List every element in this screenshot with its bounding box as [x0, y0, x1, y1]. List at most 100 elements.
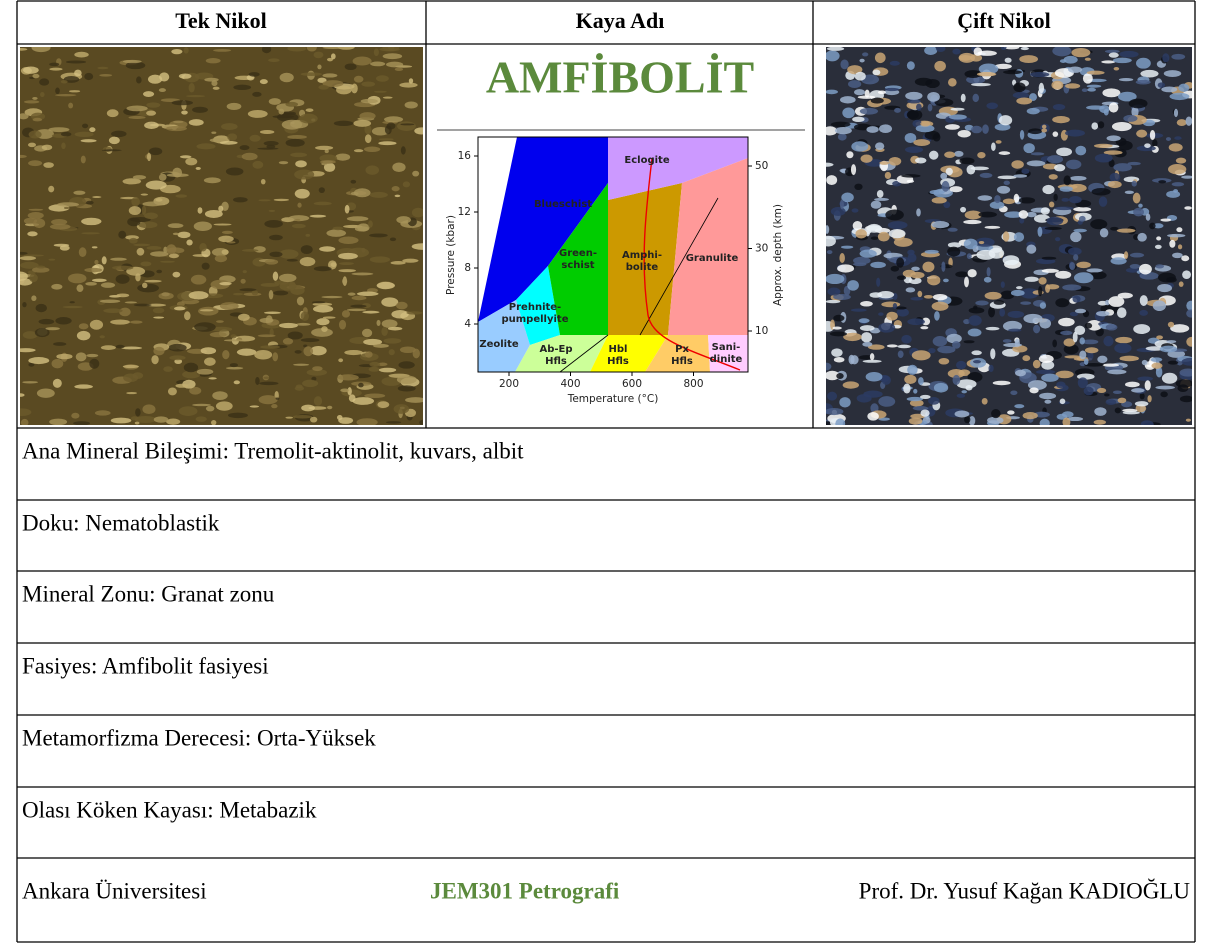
grain [1015, 369, 1026, 377]
grain [222, 349, 230, 360]
grain [182, 370, 201, 379]
grain [411, 243, 423, 250]
grain [122, 364, 139, 369]
grain [184, 311, 191, 321]
grain [1082, 73, 1093, 84]
grain [396, 216, 411, 224]
grain [35, 303, 47, 313]
grain [20, 408, 32, 416]
grain [1175, 157, 1187, 164]
grain [67, 273, 87, 284]
grain [1179, 368, 1192, 377]
grain [975, 300, 989, 306]
grain [1078, 215, 1086, 222]
grain [249, 405, 260, 408]
grain [1163, 70, 1182, 77]
grain [1055, 370, 1074, 379]
grain [947, 242, 962, 248]
grain [279, 72, 294, 83]
grain [1069, 175, 1087, 181]
grain [826, 235, 836, 247]
grain [833, 293, 851, 301]
grain [128, 115, 146, 120]
region-hbl [590, 335, 668, 372]
grain [1065, 159, 1082, 170]
grain [99, 299, 121, 303]
grain [122, 59, 142, 64]
grain [28, 142, 36, 148]
grain [273, 198, 290, 202]
grain [993, 300, 1005, 305]
grain [1102, 88, 1121, 98]
grain [268, 209, 276, 212]
grain [877, 290, 895, 299]
column-header: Tek Nikol [175, 8, 267, 33]
grain [76, 330, 91, 341]
grain [49, 223, 71, 230]
grain [1023, 143, 1035, 154]
grain [31, 47, 51, 53]
row-text: Olası Köken Kayası: Metabazik [22, 797, 317, 822]
grain [952, 341, 961, 349]
region-amphibolite [608, 183, 682, 335]
grain [82, 123, 89, 129]
grain [1184, 206, 1192, 210]
grain [20, 393, 25, 397]
grain [48, 127, 70, 133]
grain [378, 367, 397, 373]
grain [1008, 328, 1022, 332]
grain [826, 50, 840, 62]
grain [994, 63, 1012, 69]
grain [875, 142, 885, 151]
grain [263, 141, 279, 146]
grain [848, 354, 855, 365]
grain [1073, 272, 1094, 284]
grain [829, 331, 848, 337]
grain [338, 252, 358, 260]
grain [399, 82, 418, 88]
grain [940, 172, 948, 180]
grain [144, 279, 162, 283]
grain [1047, 155, 1064, 164]
grain [1137, 232, 1147, 242]
grain [23, 66, 39, 74]
grain [943, 201, 951, 209]
grain [306, 368, 328, 376]
grain [1168, 164, 1187, 175]
grain [285, 101, 299, 107]
grain [870, 236, 879, 240]
grain [166, 244, 177, 255]
grain [313, 396, 323, 406]
grain [870, 97, 884, 104]
grain [321, 326, 328, 332]
grain [61, 142, 66, 150]
grain [147, 152, 152, 162]
grain [916, 208, 921, 217]
grain [167, 223, 184, 229]
grain [361, 81, 376, 87]
grain [1026, 211, 1037, 218]
grain [172, 167, 183, 178]
grain [897, 350, 904, 359]
grain [177, 231, 191, 239]
grain [419, 419, 423, 425]
grain [896, 257, 905, 268]
grain [1069, 262, 1076, 271]
grain [1116, 307, 1127, 319]
grain [1029, 71, 1050, 78]
grain [386, 61, 404, 68]
grain [907, 98, 921, 104]
grain [362, 310, 380, 314]
grain [63, 206, 70, 210]
grain [997, 175, 1017, 180]
grain [287, 135, 308, 139]
grain [183, 47, 189, 54]
y2-tick-label: 10 [755, 325, 768, 337]
grain [23, 217, 38, 225]
grain [946, 333, 962, 344]
grain [872, 69, 881, 76]
grain [826, 89, 838, 95]
grain [138, 221, 158, 229]
grain [1157, 272, 1176, 283]
grain [326, 405, 333, 410]
